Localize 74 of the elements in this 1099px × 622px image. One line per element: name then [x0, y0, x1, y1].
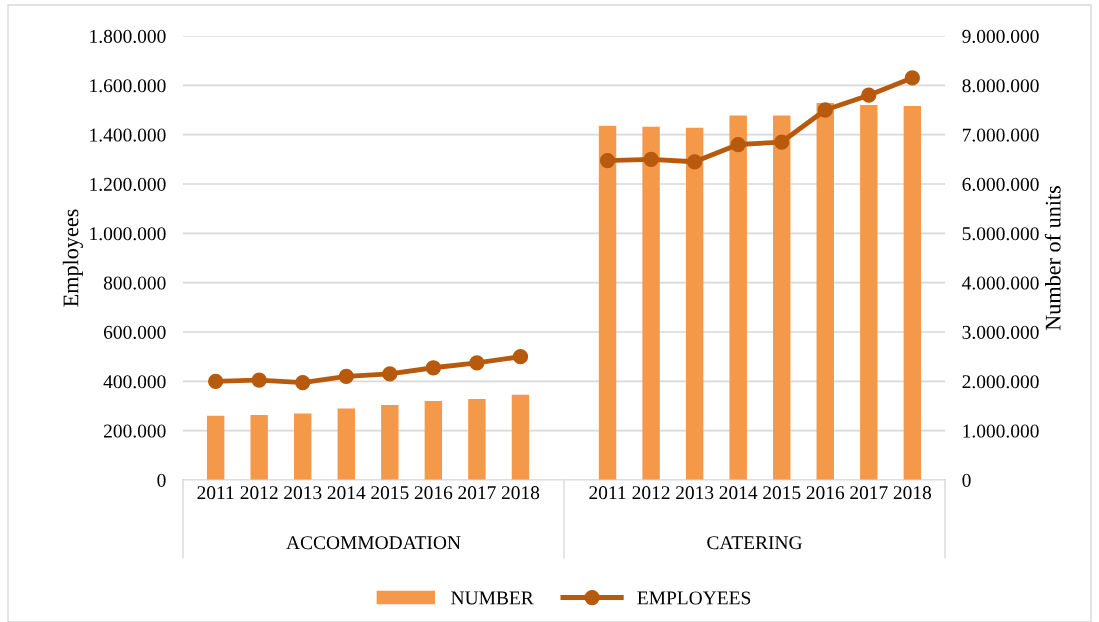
point	[338, 368, 354, 385]
bar	[511, 394, 530, 480]
bar	[250, 414, 268, 480]
text: CATERING	[707, 536, 802, 550]
bar	[206, 415, 225, 480]
text: ACCOMMODATION	[286, 536, 461, 550]
x-tick-label: 2017	[850, 486, 888, 500]
y-tick-label: 800.000	[103, 276, 166, 290]
x-tick-label: 2018	[501, 486, 540, 500]
point	[774, 134, 790, 150]
x-tick-label: 2016	[806, 486, 845, 500]
bar	[598, 125, 617, 480]
x-tick-label: 2016	[414, 486, 453, 500]
bar	[685, 127, 704, 480]
y2-tick-label: 2.000.000	[962, 375, 1039, 389]
y-tick-label: 200.000	[103, 424, 166, 438]
x-tick-label: 2012	[632, 486, 670, 500]
bar	[903, 106, 922, 480]
point	[686, 154, 703, 170]
point	[861, 87, 877, 103]
legend-label: NUMBER	[451, 591, 534, 605]
y2-tick-label: 7.000.000	[962, 128, 1039, 142]
point	[382, 366, 398, 382]
y-tick-label: 1.800.000	[90, 29, 166, 44]
point	[295, 374, 311, 391]
bar	[773, 115, 791, 480]
y2-axis-title: Number of units	[1044, 185, 1061, 331]
x-tick-label: 2012	[240, 486, 278, 500]
y-tick-label: 1.200.000	[90, 177, 166, 192]
x-tick-label: 2014	[327, 486, 366, 500]
y2-tick-label: 0	[962, 473, 971, 487]
point	[469, 355, 485, 371]
point	[251, 372, 267, 388]
y-axis-title: Employees	[62, 209, 83, 307]
bar	[381, 405, 399, 480]
point	[512, 349, 529, 365]
x-tick-label: 2015	[371, 486, 409, 500]
x-tick-label: 2015	[763, 486, 801, 500]
y-tick-label: 1.600.000	[90, 79, 166, 93]
point	[208, 373, 224, 389]
point	[599, 152, 616, 169]
bar	[468, 399, 486, 480]
x-tick-label: 2017	[458, 486, 496, 500]
point	[643, 151, 659, 167]
x-tick-label: 2018	[893, 486, 932, 500]
point	[817, 102, 833, 118]
legend-label: EMPLOYEES	[637, 591, 751, 605]
bar	[860, 105, 878, 480]
y-tick-label: 1.000.000	[90, 227, 166, 241]
y2-tick-label: 1.000.000	[963, 424, 1039, 438]
y-tick-label: 1.400.000	[90, 128, 166, 142]
y-tick-label: 400.000	[103, 375, 166, 389]
x-tick-label: 2013	[284, 486, 322, 500]
x-tick-label: 2014	[719, 486, 758, 500]
point	[730, 136, 746, 153]
y2-tick-label: 9.000.000	[962, 29, 1039, 44]
bar	[294, 413, 312, 480]
bar	[729, 115, 747, 480]
y2-tick-label: 6.000.000	[962, 177, 1039, 192]
y-tick-label: 0	[157, 473, 166, 487]
y2-tick-label: 8.000.000	[962, 79, 1039, 93]
x-tick-label: 2013	[676, 486, 714, 500]
point	[904, 70, 920, 86]
y2-tick-label: 4.000.000	[962, 276, 1039, 290]
x-tick-label: 2011	[197, 486, 234, 500]
y-tick-label: 600.000	[103, 325, 166, 340]
bar	[424, 401, 443, 480]
bar	[816, 103, 834, 480]
y2-tick-label: 5.000.000	[962, 227, 1039, 241]
x-tick-label: 2011	[589, 486, 626, 500]
y2-tick-label: 3.000.000	[962, 325, 1039, 340]
bar	[642, 126, 660, 480]
point	[425, 360, 442, 376]
bar	[337, 408, 355, 480]
